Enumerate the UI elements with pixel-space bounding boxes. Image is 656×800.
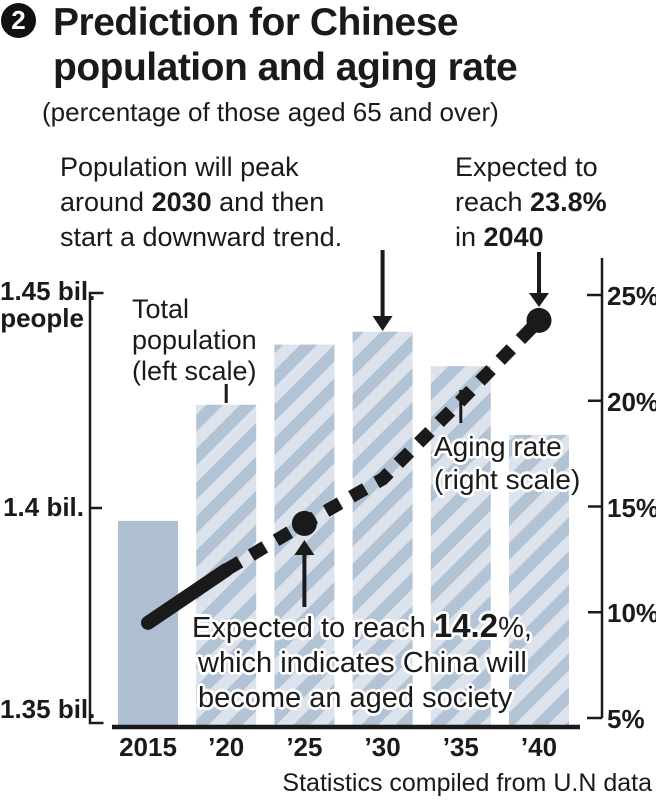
series-label-text: population xyxy=(132,325,257,355)
data-point-40 xyxy=(526,307,552,333)
annotation-text: and then xyxy=(211,187,325,217)
source-note: Statistics compiled from U.N data xyxy=(282,769,652,797)
annotation-text: start a downward trend. xyxy=(60,222,343,252)
annotation-text: which indicates China will xyxy=(198,647,527,679)
right-axis xyxy=(587,258,604,720)
annotation-reach-23-8: Expected to reach 23.8% in 2040 xyxy=(455,150,607,255)
left-axis-label-1-45: 1.45 bil. people xyxy=(0,278,95,333)
data-point-25 xyxy=(291,510,317,536)
x-axis-label-35: ’35 xyxy=(442,732,479,762)
axis-tick-label: 1.45 bil. xyxy=(0,276,96,306)
aging-rate-line-dashed xyxy=(222,315,544,576)
right-axis-label-25: 25% xyxy=(607,281,656,311)
left-axis-label-1-35: 1.35 bil. xyxy=(0,694,96,724)
axis-unit-label: people xyxy=(0,303,84,333)
right-axis-label-10: 10% xyxy=(607,598,656,629)
left-axis-label-1-4: 1.4 bil. xyxy=(3,492,84,522)
bar-35 xyxy=(430,366,491,727)
annotation-value-bold: 14.2 xyxy=(433,607,499,644)
x-axis-label-25: ’25 xyxy=(286,732,323,762)
annotation-text: in xyxy=(455,222,484,252)
arrow-up-2025-icon-head xyxy=(294,540,315,555)
x-axis-label-20: ’20 xyxy=(208,732,245,762)
series-label-aging-rate: Aging rate (right scale) xyxy=(434,430,580,496)
annotation-population-peak: Population will peak around 2030 and the… xyxy=(60,150,342,255)
annotation-text: Expected to xyxy=(455,152,598,182)
annotation-text: become an aged society xyxy=(198,682,513,714)
annotation-text: Population will peak xyxy=(60,152,299,182)
title-badge-number: 2 xyxy=(11,5,26,35)
chart-title-line2: population and aging rate xyxy=(53,46,518,89)
x-axis-label-40: ’40 xyxy=(520,732,558,762)
right-axis-label-20: 20% xyxy=(607,386,656,417)
x-axis-label-2015: 2015 xyxy=(119,732,177,762)
annotation-year-bold: 2040 xyxy=(483,222,544,252)
series-label-text: Aging rate xyxy=(434,431,562,462)
right-axis-label-5: 5% xyxy=(607,704,645,734)
title-badge-circle: 2 xyxy=(1,3,36,38)
series-label-text: (right scale) xyxy=(434,464,581,495)
annotation-year-bold: 2030 xyxy=(151,187,212,217)
series-label-text: (left scale) xyxy=(132,356,257,386)
bar-30 xyxy=(352,331,413,727)
annotation-value-bold: 23.8% xyxy=(530,187,607,217)
annotation-text: reach xyxy=(455,187,531,217)
annotation-text: around xyxy=(60,187,152,217)
chart-title: Prediction for Chinese population and ag… xyxy=(53,0,518,90)
series-label-text: Total xyxy=(132,294,190,324)
bar-40 xyxy=(509,434,569,727)
right-axis-label-15: 15% xyxy=(607,492,656,523)
annotation-aged-society: Expected to reach 14.2%, which indicates… xyxy=(192,608,532,716)
arrow-down-2040-icon-head xyxy=(529,293,549,307)
arrow-down-peak-icon-head xyxy=(372,316,393,331)
annotation-text: %, xyxy=(498,612,532,644)
aging-rate-line-solid xyxy=(141,562,234,630)
chart-subtitle: (percentage of those aged 65 and over) xyxy=(42,97,499,127)
chart-title-line1: Prediction for Chinese xyxy=(53,1,459,44)
series-label-total-population: Total population (left scale) xyxy=(132,294,257,387)
x-axis-label-30: ’30 xyxy=(364,732,401,762)
annotation-text: Expected to reach xyxy=(192,612,434,644)
